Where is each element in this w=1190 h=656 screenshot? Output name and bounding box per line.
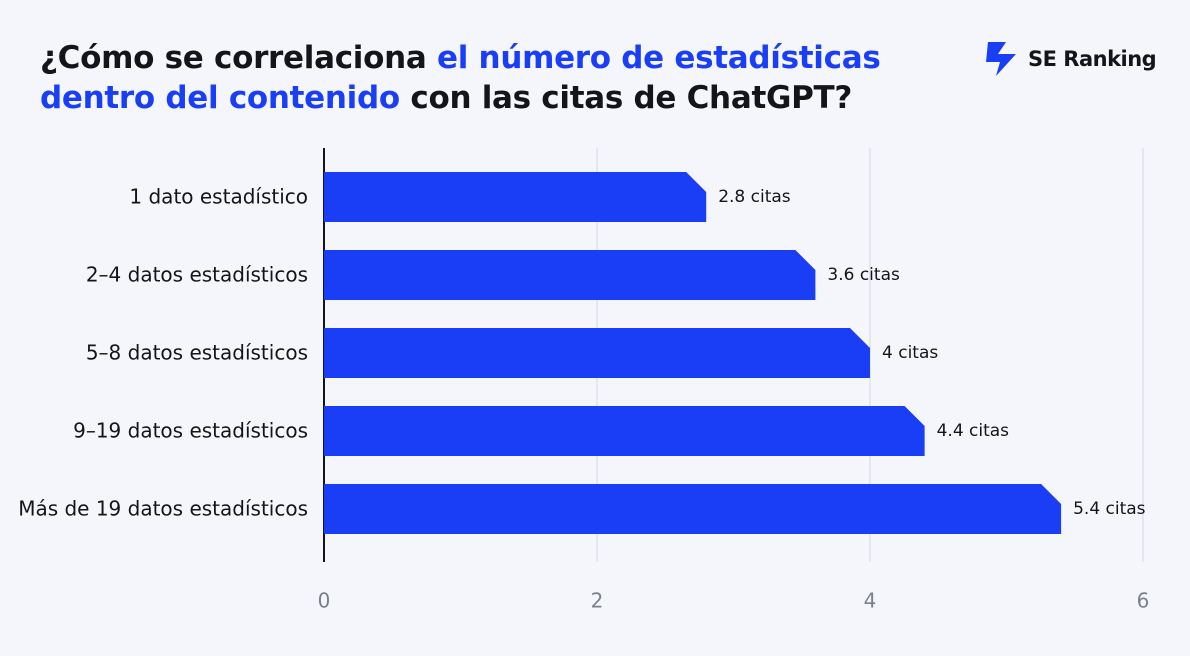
logo-icon	[986, 42, 1016, 76]
bar	[324, 406, 925, 456]
category-label: 5–8 datos estadísticos	[85, 340, 308, 365]
category-label: 9–19 datos estadísticos	[73, 418, 308, 443]
x-tick-label: 6	[1137, 589, 1150, 613]
category-label: 2–4 datos estadísticos	[85, 262, 308, 287]
bar	[324, 328, 870, 378]
bar	[324, 484, 1062, 534]
logo: SE Ranking	[984, 40, 1157, 78]
bar	[324, 250, 816, 300]
title-part: el número de estadísticas dentro del con…	[40, 40, 881, 116]
logo-text: SE Ranking	[1028, 47, 1157, 71]
value-label: 5.4 citas	[1073, 499, 1146, 519]
title-part: con las citas de ChatGPT?	[399, 80, 853, 116]
category-label: Más de 19 datos estadísticos	[18, 496, 308, 521]
chart-title: ¿Cómo se correlaciona el número de estad…	[40, 38, 920, 118]
value-label: 4 citas	[882, 343, 938, 363]
value-label: 2.8 citas	[718, 187, 791, 207]
value-label: 4.4 citas	[937, 421, 1010, 441]
category-label: 1 dato estadístico	[129, 184, 308, 209]
x-tick-label: 0	[318, 589, 331, 613]
bar	[324, 172, 707, 222]
value-label: 3.6 citas	[827, 265, 900, 285]
title-part: ¿Cómo se correlaciona	[40, 40, 437, 76]
x-tick-label: 4	[864, 589, 877, 613]
x-tick-label: 2	[591, 589, 604, 613]
